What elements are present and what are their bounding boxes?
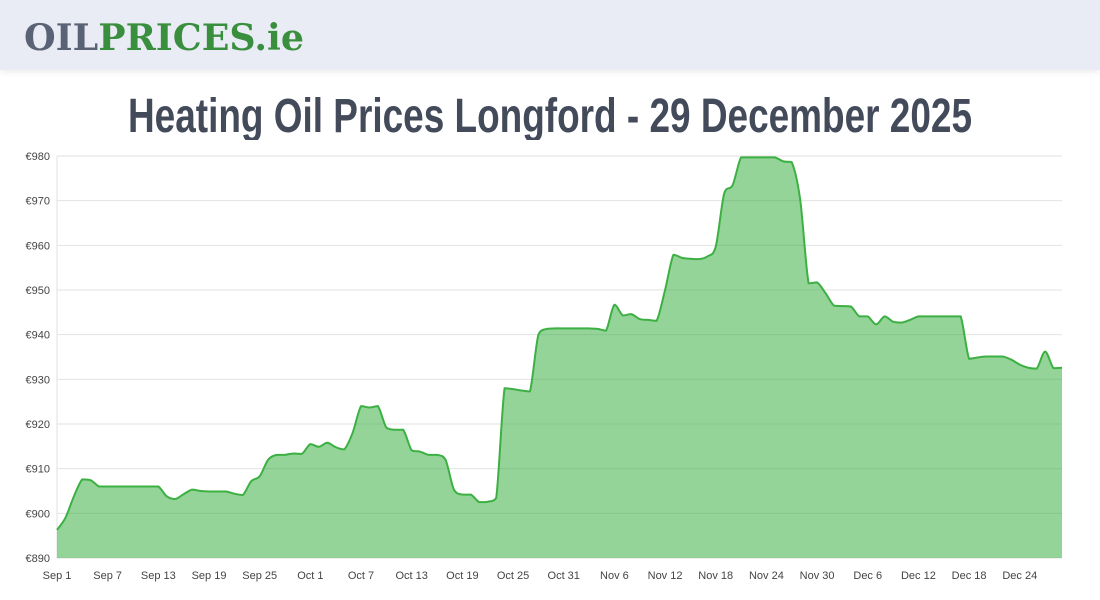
y-tick-label: €890 (26, 553, 50, 565)
x-tick-label: Sep 25 (242, 570, 277, 582)
svg-text:OILPRICES.ie: OILPRICES.ie (24, 17, 304, 58)
x-tick-label: Nov 18 (698, 570, 733, 582)
x-tick-label: Oct 25 (497, 570, 529, 582)
page-title: Heating Oil Prices Longford - 29 Decembe… (128, 90, 972, 140)
x-tick-label: Dec 24 (1002, 570, 1037, 582)
y-tick-label: €920 (26, 419, 50, 431)
x-tick-label: Oct 7 (348, 570, 374, 582)
site-logo[interactable]: OILPRICES.ie (24, 14, 314, 58)
y-tick-label: €950 (26, 285, 50, 297)
y-tick-label: €930 (26, 374, 50, 386)
x-tick-label: Nov 12 (648, 570, 683, 582)
y-tick-label: €900 (26, 508, 50, 520)
x-tick-label: Dec 12 (901, 570, 936, 582)
x-tick-label: Nov 30 (800, 570, 835, 582)
x-tick-label: Dec 6 (853, 570, 882, 582)
logo-text-prices: PRICES.ie (98, 17, 304, 58)
price-chart: €890 €900 €910 €920 €930 €940 €950 €960 €970 €980… (26, 151, 1063, 582)
y-tick-label: €960 (26, 240, 50, 252)
x-tick-label: Nov 6 (600, 570, 629, 582)
x-tick-label: Nov 24 (749, 570, 784, 582)
y-tick-label: €970 (26, 196, 50, 208)
y-tick-label: €910 (26, 464, 50, 476)
price-area-fill (57, 157, 1062, 558)
y-tick-label: €940 (26, 330, 50, 342)
x-tick-label: Sep 13 (141, 570, 176, 582)
x-tick-label: Oct 31 (548, 570, 580, 582)
logo-text-oil: OIL (24, 17, 98, 58)
x-tick-label: Oct 1 (297, 570, 323, 582)
x-tick-label: Dec 18 (952, 570, 987, 582)
y-tick-label: €980 (26, 151, 50, 163)
page-title-wrap: Heating Oil Prices Longford - 29 Decembe… (128, 90, 972, 140)
x-tick-label: Oct 13 (396, 570, 428, 582)
x-tick-label: Oct 19 (446, 570, 478, 582)
x-tick-label: Sep 1 (43, 570, 72, 582)
price-line (56, 156, 1063, 531)
site-header: OILPRICES.ie (0, 0, 1100, 70)
x-tick-label: Sep 7 (93, 570, 122, 582)
x-tick-label: Sep 19 (192, 570, 227, 582)
